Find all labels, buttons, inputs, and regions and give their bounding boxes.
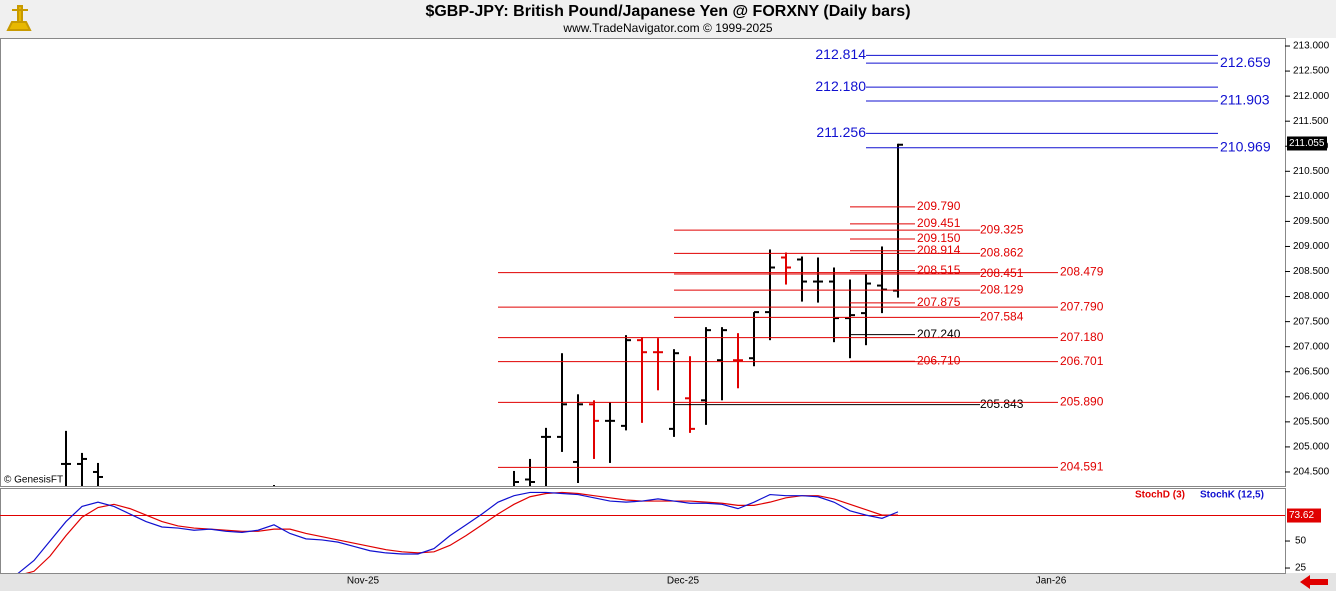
y-tick-label: 50	[1295, 536, 1307, 547]
level-label: 206.710	[917, 353, 961, 367]
level-label: 207.875	[917, 295, 961, 309]
y-tick-label: 208.000	[1293, 291, 1330, 302]
y-tick-label: 212.500	[1293, 66, 1330, 77]
legend-entry: StochD (3)	[1135, 490, 1185, 501]
level-label: 204.591	[1060, 460, 1104, 474]
level-label: 209.790	[917, 199, 961, 213]
level-label: 212.180	[815, 78, 866, 94]
level-label: 207.584	[980, 310, 1024, 324]
level-label: 212.659	[1220, 54, 1271, 70]
x-tick-label: Dec-25	[667, 576, 700, 587]
chart-subtitle: www.TradeNavigator.com © 1999-2025	[562, 21, 772, 35]
scroll-arrow[interactable]	[1300, 575, 1328, 589]
last-price-label: 211.055	[1289, 138, 1325, 149]
bars	[61, 143, 903, 486]
stoch-lines	[0, 491, 1285, 573]
level-label: 208.479	[1060, 265, 1104, 279]
y-tick-label: 204.500	[1293, 467, 1330, 478]
last-value-box	[1287, 508, 1321, 523]
level-label: 207.240	[917, 327, 961, 341]
level-label: 208.914	[917, 243, 961, 257]
x-tick-label: Jan-26	[1036, 576, 1067, 587]
y-tick-label: 205.000	[1293, 442, 1330, 453]
stoch-panel	[0, 488, 1286, 574]
last-price-box	[1287, 136, 1327, 151]
level-label: 211.903	[1220, 92, 1270, 108]
y-tick-label: 205.500	[1293, 416, 1330, 427]
level-label: 207.790	[1060, 299, 1104, 313]
level-label: 209.325	[980, 222, 1024, 236]
y-tick-label: 210.000	[1293, 191, 1330, 202]
y-tick-label: 210.500	[1293, 166, 1330, 177]
level-label: 208.451	[980, 266, 1024, 280]
level-label: 212.814	[815, 46, 866, 62]
y-tick-label: 213.000	[1293, 41, 1330, 52]
level-label: 208.515	[917, 263, 961, 277]
stoch-line	[17, 491, 899, 573]
stoch-line	[25, 491, 898, 573]
y-tick-label: 206.000	[1293, 391, 1330, 402]
y-tick-label: 207.000	[1293, 341, 1330, 352]
level-label: 208.862	[980, 246, 1024, 260]
x-tick-label: Nov-25	[347, 576, 380, 587]
y-tick-label: 211.500	[1293, 116, 1329, 127]
y-tick-label: 206.500	[1293, 366, 1330, 377]
logo	[4, 3, 34, 33]
y-tick-label: 212.000	[1293, 91, 1330, 102]
legend-entry: StochK (12,5)	[1200, 490, 1264, 501]
last-value-label: 73.62	[1289, 510, 1314, 521]
header	[0, 0, 1336, 38]
level-label: 205.843	[980, 397, 1024, 411]
level-label: 210.969	[1220, 138, 1271, 154]
level-label: 205.890	[1060, 394, 1104, 408]
copyright: © GenesisFT	[4, 475, 63, 486]
level-label: 207.180	[1060, 330, 1104, 344]
level-label: 208.129	[980, 282, 1024, 296]
level-label: 209.451	[917, 216, 961, 230]
level-label: 206.701	[1060, 354, 1104, 368]
y-tick-label: 208.500	[1293, 266, 1330, 277]
level-label: 209.150	[917, 231, 961, 245]
level-label: 211.256	[816, 124, 866, 140]
date-strip	[0, 573, 1336, 591]
y-tick-label: 207.500	[1293, 316, 1330, 327]
y-tick-label: 25	[1295, 563, 1307, 574]
y-tick-label: 209.000	[1293, 241, 1330, 252]
chart-title: $GBP-JPY: British Pound/Japanese Yen @ F…	[425, 3, 910, 20]
y-tick-label: 209.500	[1293, 216, 1330, 227]
